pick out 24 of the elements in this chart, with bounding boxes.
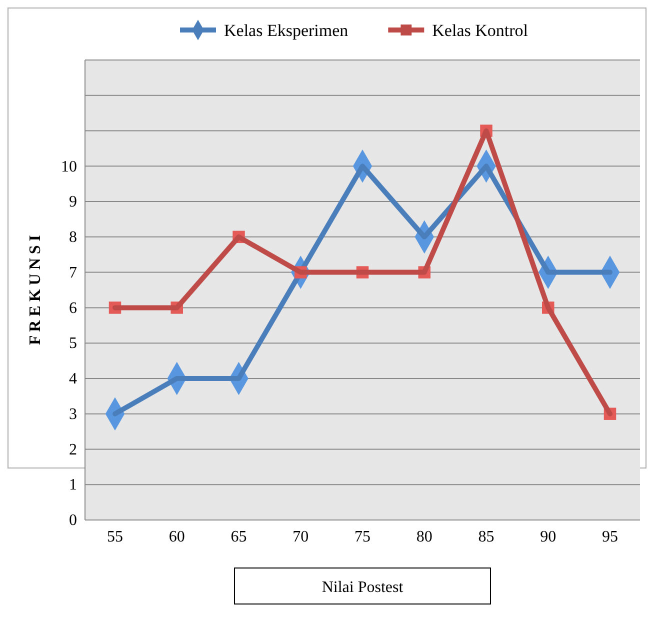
y-tick-label: 10	[61, 158, 77, 176]
x-axis-title: Nilai Postest	[322, 579, 404, 596]
y-tick-label: 0	[69, 512, 77, 530]
y-tick-label: 7	[69, 264, 77, 282]
x-tick-label: 60	[168, 528, 185, 546]
legend-label: Kelas Eksperimen	[224, 21, 349, 40]
x-tick-label: 85	[478, 528, 494, 546]
y-tick-label: 6	[69, 300, 77, 317]
x-tick-label: 90	[540, 528, 556, 546]
y-tick-label: 8	[69, 229, 77, 246]
y-tick-label: 1	[69, 476, 77, 494]
legend-label: Kelas Kontrol	[432, 21, 528, 40]
y-axis-title: F R E K U N S I	[27, 234, 44, 346]
y-tick-label: 2	[69, 441, 77, 458]
y-tick-label: 5	[69, 335, 77, 352]
x-tick-label: 70	[292, 528, 309, 546]
y-tick-label: 3	[69, 406, 77, 423]
x-tick-label: 75	[354, 528, 370, 546]
x-tick-label: 55	[107, 528, 123, 546]
x-tick-label: 65	[230, 528, 247, 546]
x-tick-label: 95	[602, 528, 618, 546]
y-tick-label: 9	[69, 194, 77, 211]
y-tick-label: 4	[69, 370, 77, 388]
x-tick-label: 80	[416, 528, 432, 546]
